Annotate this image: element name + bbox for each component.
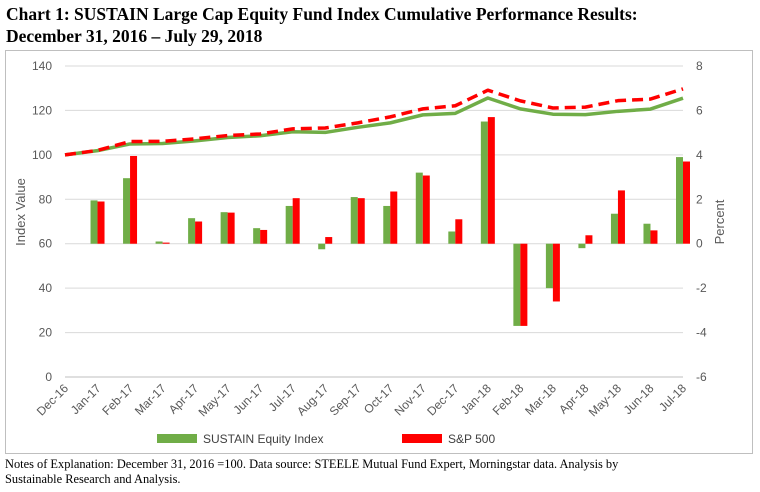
chart-title: Chart 1: SUSTAIN Large Cap Equity Fund I… (6, 3, 756, 47)
y-left-tick-label: 140 (32, 59, 52, 73)
notes-line1: Notes of Explanation: December 31, 2016 … (5, 457, 619, 471)
x-tick-label: Jun-18 (621, 381, 657, 417)
x-tick-label: Dec-17 (424, 381, 461, 418)
y-left-tick-label: 100 (32, 148, 52, 162)
bar-sustain (610, 213, 618, 244)
bar-sustain (513, 243, 521, 326)
bar-sp500 (520, 243, 528, 326)
bar-sp500 (97, 201, 105, 244)
notes-line2: Sustainable Research and Analysis. (5, 472, 181, 486)
bar-sp500 (260, 229, 268, 244)
bar-sustain (448, 231, 456, 244)
bar-sp500 (357, 198, 365, 244)
x-tick-label: May-18 (586, 381, 624, 419)
line-series-group (64, 87, 684, 157)
x-tick-label: Sep-17 (327, 381, 364, 418)
x-tick-label: Dec-16 (34, 381, 71, 418)
legend-swatch-sustain (157, 434, 197, 443)
x-tick-label: Jul-18 (656, 381, 689, 414)
y-left-tick-label: 120 (32, 103, 52, 117)
y-left-tick-label: 20 (39, 326, 53, 340)
bar-sustain (545, 243, 553, 289)
bar-sustain (253, 228, 261, 244)
bar-sp500 (455, 219, 463, 244)
bar-sp500 (650, 230, 658, 244)
x-tick-label: Jun-17 (230, 381, 266, 417)
y-right-tick-label: -4 (696, 326, 707, 340)
y-left-tick-label: 40 (39, 281, 53, 295)
y-left-tick-label: 80 (39, 192, 53, 206)
line-sp500 (64, 87, 684, 157)
legend-label-sp500: S&P 500 (448, 432, 495, 446)
y-right-tick-label: 0 (696, 237, 703, 251)
bar-sustain (123, 178, 131, 244)
bar-sustain (318, 243, 326, 250)
y-left-tick-label: 60 (39, 237, 53, 251)
bar-sustain (90, 200, 98, 244)
bar-sustain (220, 212, 228, 244)
bar-sustain (480, 121, 488, 244)
legend: SUSTAIN Equity Index S&P 500 (157, 432, 495, 446)
bar-sp500 (162, 242, 170, 244)
chart-title-line1: Chart 1: SUSTAIN Large Cap Equity Fund I… (6, 4, 638, 24)
bar-sustain (643, 223, 651, 244)
bar-sp500 (390, 191, 398, 244)
notes: Notes of Explanation: December 31, 2016 … (5, 457, 755, 487)
y-left-tick-label: 0 (45, 370, 52, 384)
x-tick-label: Mar-18 (522, 381, 559, 418)
bar-series-group (90, 117, 690, 326)
y-right-tick-label: 4 (696, 148, 703, 162)
x-tick-label: Oct-17 (361, 381, 397, 417)
bar-sp500 (292, 198, 300, 244)
bar-sp500 (130, 155, 138, 244)
bar-sp500 (487, 117, 495, 244)
bar-sp500 (422, 175, 430, 244)
legend-label-sustain: SUSTAIN Equity Index (203, 432, 324, 446)
y-right-tick-label: 2 (696, 192, 703, 206)
x-tick-label: Jan-17 (68, 381, 104, 417)
bar-sp500 (585, 235, 593, 244)
y-axis-left-label: Index Value (13, 178, 28, 246)
legend-swatch-sp500 (402, 434, 442, 443)
bar-sustain (188, 218, 196, 244)
x-tick-label: Jan-18 (458, 381, 494, 417)
y-right-tick-label: 6 (696, 103, 703, 117)
combo-chart: 020406080100120140-6-4-202468Dec-16Jan-1… (13, 59, 727, 446)
bar-sp500 (227, 212, 235, 244)
x-tick-label: Mar-17 (132, 381, 169, 418)
line-sustain (64, 96, 684, 157)
bar-sustain (676, 157, 683, 244)
chart-frame (5, 50, 753, 454)
x-tick-label: May-17 (196, 381, 234, 419)
bar-sustain (578, 243, 586, 249)
bar-sustain (350, 197, 358, 244)
y-right-tick-label: 8 (696, 59, 703, 73)
x-tick-label: Feb-17 (99, 381, 136, 418)
bar-sp500 (325, 237, 333, 244)
bar-sp500 (683, 161, 690, 244)
x-tick-label: Nov-17 (392, 381, 429, 418)
x-tick-label: Feb-18 (490, 381, 527, 418)
bar-sustain (285, 205, 293, 244)
y-right-tick-label: -6 (696, 370, 707, 384)
bar-sustain (155, 241, 163, 244)
x-tick-label: Aug-17 (294, 381, 331, 418)
bar-sustain (415, 172, 423, 244)
y-right-tick-label: -2 (696, 281, 707, 295)
bar-sustain (383, 205, 391, 244)
bar-sp500 (552, 243, 560, 302)
y-axis-right-label: Percent (712, 199, 727, 244)
bar-sp500 (617, 190, 625, 244)
bar-sp500 (195, 221, 203, 244)
chart-title-line2: December 31, 2016 – July 29, 2018 (6, 26, 263, 46)
